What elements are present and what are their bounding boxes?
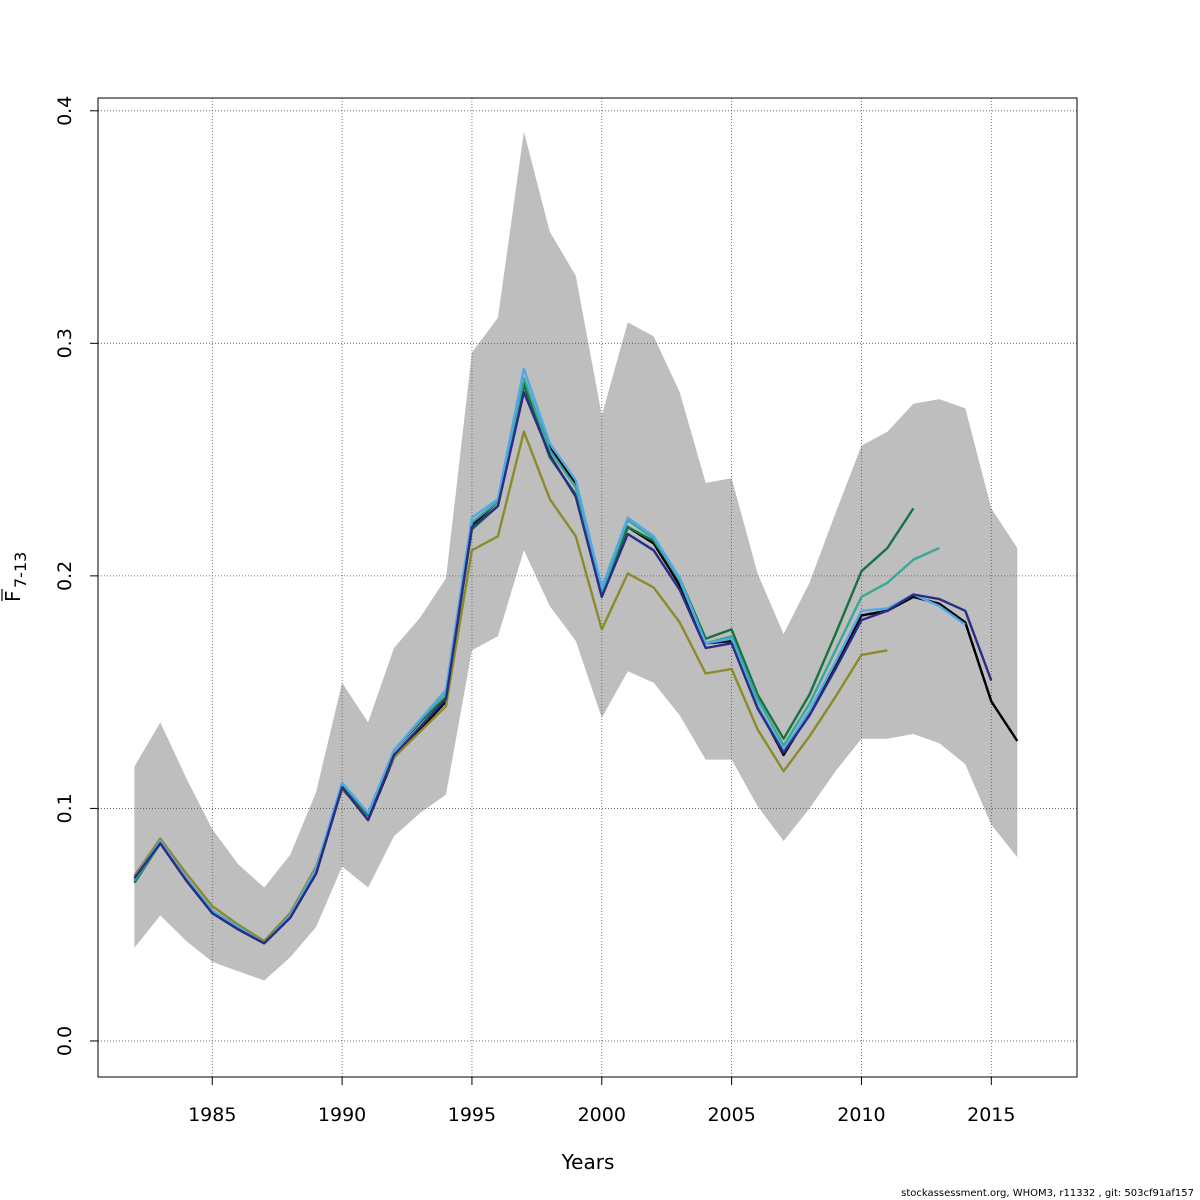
confidence-band-layer: [134, 131, 1018, 981]
x-tick-label-1: 1990: [318, 1104, 366, 1126]
plot-frame: [97, 97, 1078, 1078]
x-tick-label-0: 1985: [188, 1104, 236, 1126]
x-tick-label-2: 1995: [448, 1104, 496, 1126]
y-axis-title: F 7-13: [1, 552, 30, 602]
x-tick-label-3: 2000: [578, 1104, 626, 1126]
axis-layer: 1985 1990 1995 2000 2005 2010 2015 0.0 0.1 0.2 0.3…: [54, 96, 1015, 1126]
y-tick-label-2: 0.2: [54, 561, 76, 591]
y-tick-label-1: 0.1: [54, 793, 76, 823]
y-tick-label-4: 0.4: [54, 96, 76, 126]
footer-credit: stockassessment.org, WHOM3, r11332 , git…: [901, 1188, 1194, 1199]
y-axis-title-subscript: 7-13: [11, 552, 30, 588]
series-line-6: [133, 391, 993, 945]
confidence-band: [134, 131, 1018, 981]
series-line-2: [133, 430, 888, 943]
y-tick-label-3: 0.3: [54, 328, 76, 358]
series-layer: [133, 367, 1019, 945]
x-tick-label-6: 2015: [967, 1104, 1015, 1126]
y-axis-title-main: F: [1, 590, 25, 602]
x-tick-label-5: 2010: [837, 1104, 885, 1126]
y-tick-label-0: 0.0: [54, 1026, 76, 1056]
x-tick-label-4: 2005: [707, 1104, 755, 1126]
x-axis-title: Years: [561, 1150, 615, 1174]
